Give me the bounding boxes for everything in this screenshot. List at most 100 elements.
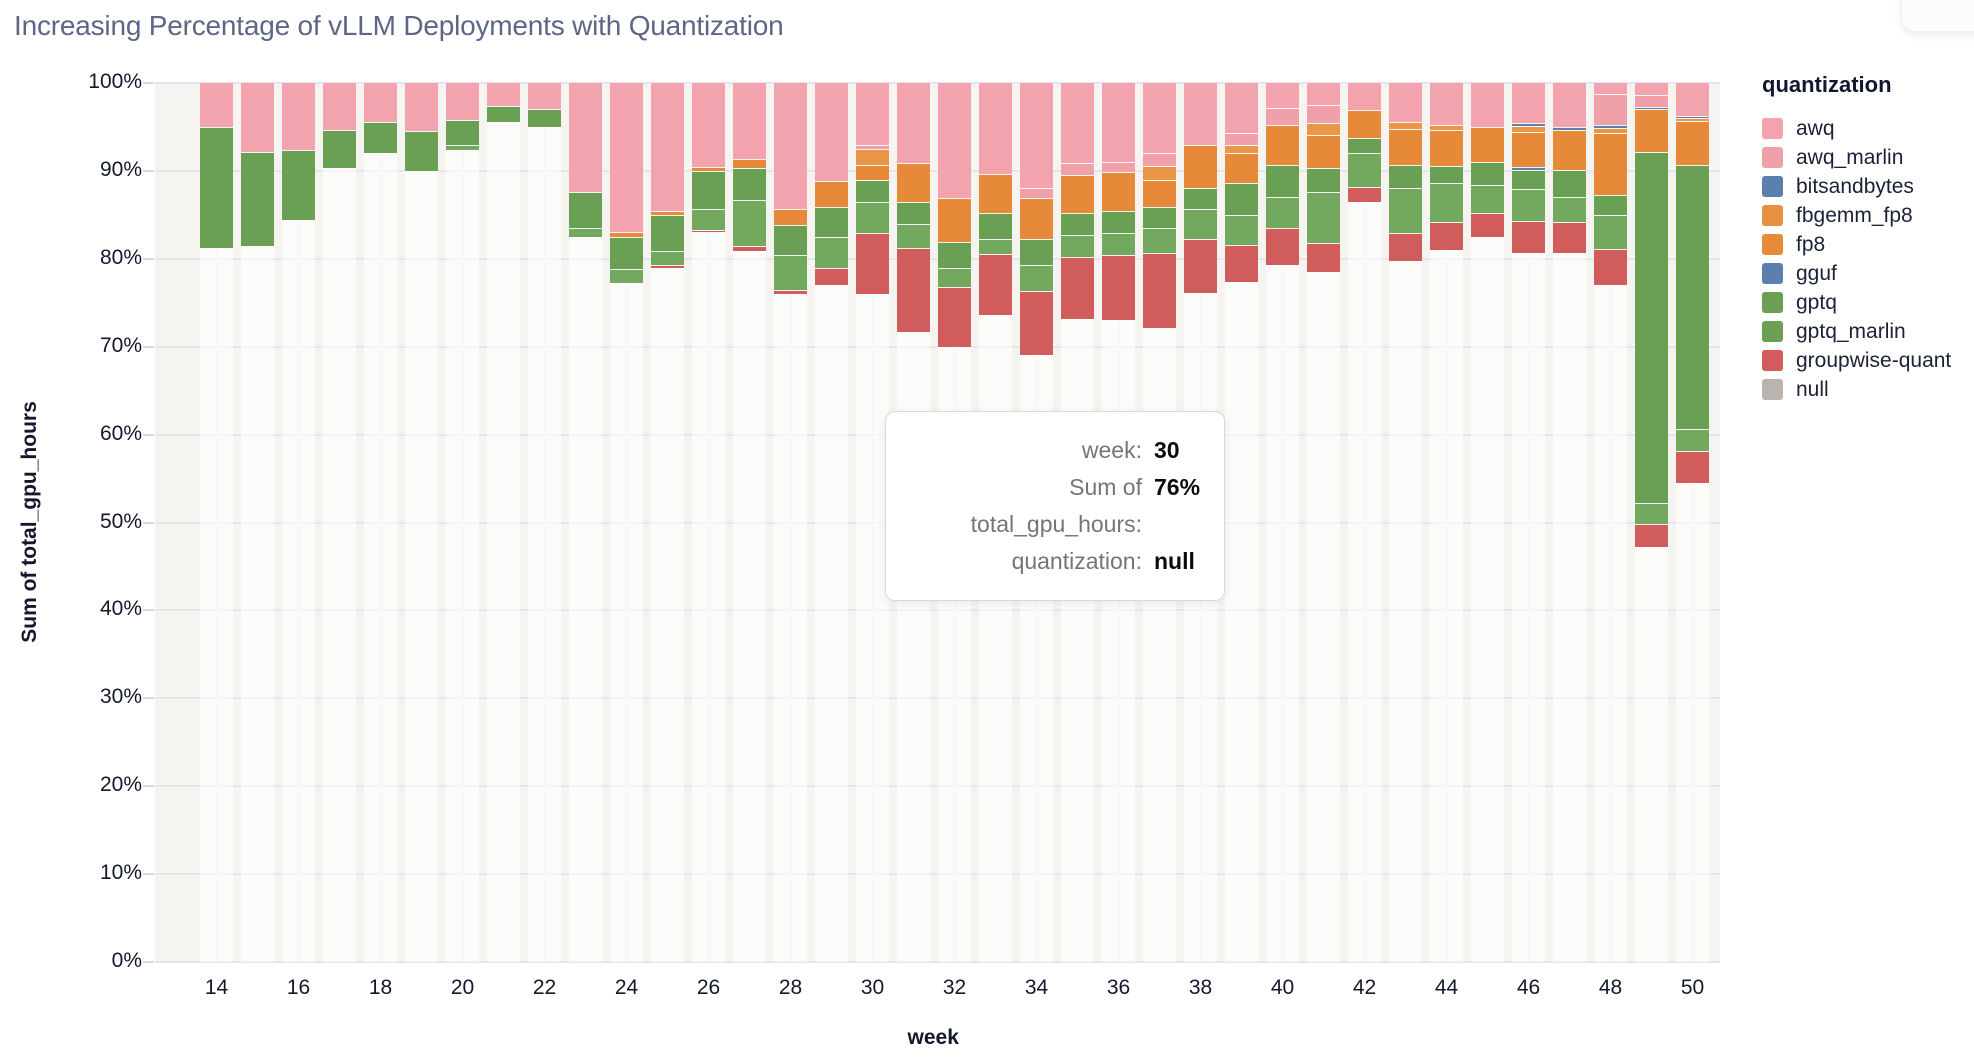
bar-segment-awq[interactable] <box>1389 83 1422 122</box>
bar-segment-awq[interactable] <box>1676 83 1709 116</box>
bar-segment-fp8[interactable] <box>651 211 684 215</box>
bar-segment-gptq_marlin[interactable] <box>1389 188 1422 234</box>
bar-segment-gptq_marlin[interactable] <box>1184 208 1217 239</box>
bar-segment-fbgemm_fp8[interactable] <box>1389 121 1422 129</box>
bar-segment-awq[interactable] <box>1307 83 1340 105</box>
bar-segment-fbgemm_fp8[interactable] <box>1430 125 1463 130</box>
bar-segment-awq[interactable] <box>692 83 725 168</box>
bar-segment-null[interactable] <box>528 126 561 962</box>
bar-segment-gptq[interactable] <box>1102 211 1135 234</box>
bar-segment-gptq_marlin[interactable] <box>1143 227 1176 254</box>
bar-segment-awq_marlin[interactable] <box>1020 188 1053 199</box>
bar-segment-groupwise-quant[interactable] <box>774 290 807 294</box>
bar-segment-fbgemm_fp8[interactable] <box>856 148 889 165</box>
bar-segment-fp8[interactable] <box>979 173 1012 214</box>
bar-segment-awq[interactable] <box>774 83 807 209</box>
bar-segment-gptq_marlin[interactable] <box>1471 184 1504 214</box>
bar-segment-fp8[interactable] <box>1225 153 1258 184</box>
bar-segment-gptq_marlin[interactable] <box>1430 183 1463 222</box>
bar-segment-awq[interactable] <box>1471 83 1504 127</box>
bar-week-19[interactable] <box>405 83 438 962</box>
bar-week-27[interactable] <box>733 83 766 962</box>
bar-segment-awq[interactable] <box>1512 83 1545 124</box>
bar-week-22[interactable] <box>528 83 561 962</box>
bar-segment-gptq_marlin[interactable] <box>938 268 971 287</box>
bar-segment-gptq[interactable] <box>1143 206 1176 228</box>
bar-week-45[interactable] <box>1471 83 1504 962</box>
bar-segment-null[interactable] <box>1389 261 1422 962</box>
bar-segment-gptq_marlin[interactable] <box>1512 189 1545 221</box>
bar-segment-awq[interactable] <box>569 83 602 192</box>
bar-segment-awq[interactable] <box>282 83 315 150</box>
bar-segment-bitsandbytes[interactable] <box>1635 106 1668 110</box>
bar-segment-fp8[interactable] <box>1143 179 1176 207</box>
bar-segment-null[interactable] <box>1676 482 1709 962</box>
bar-week-42[interactable] <box>1348 83 1381 962</box>
bar-segment-null[interactable] <box>487 121 520 962</box>
bar-segment-null[interactable] <box>200 248 233 962</box>
bar-segment-gguf[interactable] <box>1512 167 1545 170</box>
bar-segment-gptq_marlin[interactable] <box>979 238 1012 254</box>
bar-segment-gptq[interactable] <box>692 170 725 209</box>
bar-segment-null[interactable] <box>1430 249 1463 962</box>
bar-segment-gptq[interactable] <box>282 149 315 221</box>
bar-week-14[interactable] <box>200 83 233 962</box>
bar-segment-null[interactable] <box>692 232 725 962</box>
bar-segment-gptq[interactable] <box>1512 169 1545 190</box>
bar-segment-groupwise-quant[interactable] <box>1389 233 1422 262</box>
bar-segment-gptq_marlin[interactable] <box>1676 429 1709 452</box>
bar-segment-gptq_marlin[interactable] <box>1102 233 1135 256</box>
bar-segment-awq[interactable] <box>1225 83 1258 134</box>
bar-segment-gptq[interactable] <box>1553 169 1586 198</box>
bar-segment-gptq_marlin[interactable] <box>897 223 930 249</box>
bar-segment-groupwise-quant[interactable] <box>1594 249 1627 286</box>
bar-segment-awq[interactable] <box>323 83 356 130</box>
bar-segment-gptq[interactable] <box>323 129 356 169</box>
bar-segment-gptq[interactable] <box>938 242 971 269</box>
bar-week-39[interactable] <box>1225 83 1258 962</box>
bar-segment-awq[interactable] <box>1061 83 1094 163</box>
bar-segment-fbgemm_fp8[interactable] <box>1307 123 1340 135</box>
bar-segment-groupwise-quant[interactable] <box>1020 291 1053 356</box>
bar-segment-awq[interactable] <box>487 83 520 106</box>
bar-segment-gptq_marlin[interactable] <box>446 144 479 150</box>
bar-week-41[interactable] <box>1307 83 1340 962</box>
bar-segment-awq[interactable] <box>815 83 848 182</box>
bar-segment-gptq[interactable] <box>200 126 233 249</box>
bar-segment-fp8[interactable] <box>1266 125 1299 165</box>
bar-segment-gptq_marlin[interactable] <box>1553 197 1586 222</box>
bar-segment-groupwise-quant[interactable] <box>1225 244 1258 282</box>
bar-segment-gptq_marlin[interactable] <box>1594 214 1627 250</box>
bar-segment-groupwise-quant[interactable] <box>1512 220 1545 253</box>
bar-segment-fp8[interactable] <box>1061 175 1094 214</box>
bar-segment-fp8[interactable] <box>1594 133 1627 196</box>
legend-item-fp8[interactable]: fp8 <box>1762 230 1967 259</box>
bar-week-26[interactable] <box>692 83 725 962</box>
bar-segment-groupwise-quant[interactable] <box>1676 451 1709 483</box>
bar-segment-fp8[interactable] <box>897 162 930 202</box>
bar-segment-awq_marlin[interactable] <box>1061 162 1094 176</box>
bar-segment-gptq[interactable] <box>856 179 889 202</box>
bar-segment-awq_marlin[interactable] <box>1102 162 1135 172</box>
bar-segment-gptq[interactable] <box>1020 238 1053 265</box>
bar-segment-gptq[interactable] <box>1676 164 1709 430</box>
bar-segment-gptq[interactable] <box>364 121 397 154</box>
bar-segment-null[interactable] <box>856 293 889 962</box>
bar-segment-null[interactable] <box>1266 264 1299 962</box>
bar-segment-groupwise-quant[interactable] <box>1635 524 1668 548</box>
legend-item-bitsandbytes[interactable]: bitsandbytes <box>1762 172 1967 201</box>
bar-segment-gptq_marlin[interactable] <box>815 236 848 269</box>
bar-segment-gptq[interactable] <box>1594 195 1627 215</box>
bar-segment-null[interactable] <box>610 283 643 962</box>
bar-segment-awq[interactable] <box>405 83 438 132</box>
bar-segment-null[interactable] <box>569 236 602 962</box>
bar-segment-fp8[interactable] <box>938 198 971 243</box>
bar-segment-gptq_marlin[interactable] <box>692 208 725 230</box>
bar-segment-fp8[interactable] <box>1512 132 1545 168</box>
bar-segment-awq[interactable] <box>938 83 971 199</box>
bar-segment-bitsandbytes[interactable] <box>1676 115 1709 119</box>
bar-segment-awq[interactable] <box>610 83 643 233</box>
bar-segment-awq[interactable] <box>979 83 1012 174</box>
bar-segment-null[interactable] <box>651 268 684 962</box>
bar-segment-fp8[interactable] <box>1184 144 1217 189</box>
